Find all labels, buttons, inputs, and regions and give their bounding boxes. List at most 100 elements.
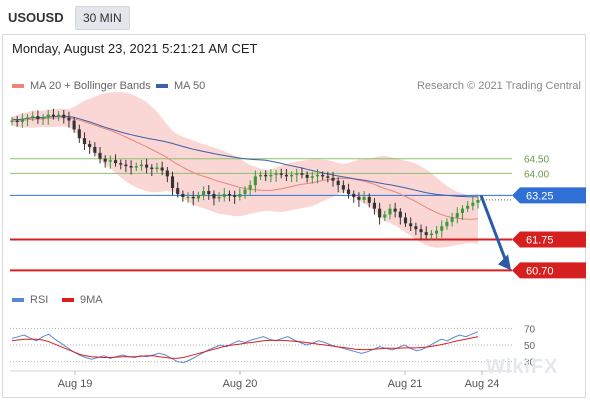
candle-body: [196, 195, 200, 199]
candle-body: [455, 213, 459, 218]
candle-body: [398, 211, 402, 218]
candle-body: [440, 226, 444, 231]
level-label-64.50: 64.50: [524, 155, 549, 166]
chart-frame: [2, 34, 586, 398]
candle-body: [10, 120, 14, 123]
level-tag-63.25: [512, 187, 586, 204]
candle-body: [82, 138, 87, 145]
candle-body: [326, 176, 330, 178]
legend-swatch-ma50: [156, 84, 168, 88]
candle-body: [269, 174, 273, 177]
candle-body: [67, 117, 71, 121]
timeframe-button[interactable]: 30 MIN: [75, 6, 130, 30]
candle-body: [51, 114, 55, 117]
candle-body: [233, 195, 237, 197]
candle-body: [460, 208, 465, 214]
rsi-tick-50: 50: [524, 341, 536, 352]
candle-body: [62, 114, 66, 118]
candle-body: [170, 176, 175, 189]
candle-body: [124, 164, 128, 167]
candle-body: [103, 158, 107, 162]
candle-body: [362, 196, 366, 200]
x-tick-label: Aug 24: [465, 378, 500, 390]
candle-body: [352, 193, 356, 197]
candle-body: [15, 120, 19, 123]
level-tag-61.75: [512, 231, 586, 248]
legend-swatch-rsi: [12, 298, 24, 302]
candle-body: [129, 166, 133, 168]
legend-rsi-label: RSI: [30, 294, 49, 306]
candle-body: [372, 202, 376, 209]
legend-ma50: MA 50: [156, 80, 205, 92]
candle-body: [191, 196, 195, 199]
candle-body: [284, 174, 288, 177]
research-credit: Research © 2021 Trading Central: [416, 80, 581, 92]
level-label-63.25: 63.25: [526, 190, 554, 202]
projection-arrow-head: [498, 254, 511, 271]
candle-body: [393, 208, 397, 212]
candle-body: [20, 119, 24, 123]
candle-body: [378, 208, 382, 218]
candle-body: [419, 229, 423, 233]
candle-body: [305, 174, 309, 178]
candle-body: [243, 189, 247, 194]
candle-body: [41, 117, 45, 120]
candle-body: [212, 193, 216, 199]
candle-body: [145, 164, 149, 168]
candle-body: [93, 146, 97, 153]
candle-body: [165, 170, 169, 177]
candle-body: [429, 233, 433, 236]
candle-body: [176, 188, 180, 194]
candle-body: [222, 193, 226, 197]
rsi-line: [11, 331, 479, 364]
candle-body: [471, 202, 475, 206]
candle-body: [57, 114, 61, 117]
candle-body: [98, 152, 102, 159]
candle-body: [300, 173, 304, 175]
candle-body: [31, 116, 35, 118]
candle-body: [150, 167, 154, 170]
candle-body: [134, 166, 138, 168]
candle-body: [181, 193, 185, 197]
candle-body: [202, 191, 206, 196]
candle-body: [155, 167, 159, 170]
candle-body: [72, 120, 76, 130]
candle-body: [466, 205, 470, 209]
rsi-tick-70: 70: [524, 324, 536, 335]
candle-body: [310, 176, 314, 178]
candle-body: [476, 199, 480, 203]
candle-body: [450, 217, 454, 222]
candle-body: [336, 180, 340, 186]
legend-9ma: 9MA: [62, 294, 103, 306]
candle-body: [414, 226, 418, 230]
legend-swatch-bb: [12, 84, 24, 88]
candle-body: [238, 193, 242, 197]
candle-body: [315, 174, 320, 177]
candle-body: [248, 185, 252, 190]
x-tick-label: Aug 20: [223, 378, 258, 390]
candle-body: [88, 144, 92, 147]
chart-datetime: Monday, August 23, 2021 5:21:21 AM CET: [12, 41, 258, 56]
candle-body: [160, 167, 164, 171]
rsi-ma9-line: [11, 336, 479, 359]
candle-body: [253, 176, 257, 186]
x-tick-label: Aug 21: [388, 378, 423, 390]
candle-body: [77, 129, 81, 139]
legend-9ma-label: 9MA: [80, 294, 103, 306]
x-tick-label: Aug 19: [58, 378, 93, 390]
candle-body: [114, 160, 118, 164]
legend-rsi: RSI: [12, 294, 48, 306]
candle-body: [36, 116, 40, 120]
candle-body: [445, 221, 449, 227]
candle-body: [119, 163, 123, 165]
candle-body: [258, 174, 263, 177]
legend-swatch-9ma: [62, 298, 74, 302]
candle-body: [435, 230, 439, 234]
candle-body: [409, 223, 413, 227]
candle-body: [403, 217, 408, 224]
candle-body: [25, 117, 30, 120]
candle-body: [424, 232, 428, 236]
candle-body: [274, 173, 278, 175]
candle-body: [347, 189, 351, 194]
candle-body: [207, 191, 211, 194]
